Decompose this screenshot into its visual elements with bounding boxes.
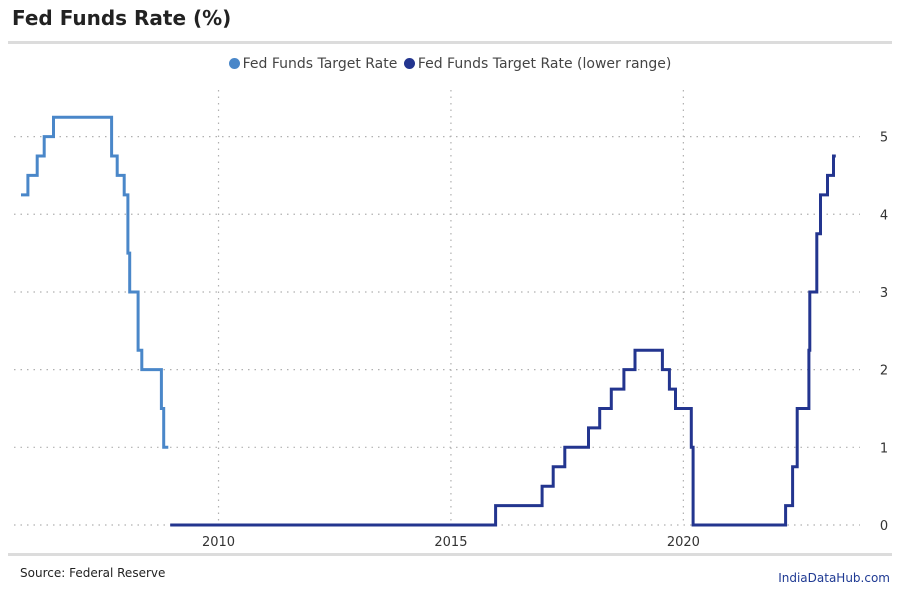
- y-tick-label: 0: [880, 519, 888, 534]
- legend: Fed Funds Target Rate Fed Funds Target R…: [0, 56, 900, 72]
- footer-divider: [8, 553, 892, 556]
- legend-swatch-target-rate: [228, 58, 240, 69]
- series-line-target-rate: [21, 115, 169, 449]
- x-tick-label: 2015: [434, 535, 467, 550]
- y-tick-label: 2: [880, 364, 888, 379]
- series-line-lower-range: [170, 154, 836, 527]
- x-tick-label: 2020: [667, 535, 700, 550]
- chart-title: Fed Funds Rate (%): [12, 6, 232, 30]
- y-tick-label: 3: [880, 286, 888, 301]
- source-note: Source: Federal Reserve: [20, 566, 166, 580]
- legend-item-lower-range[interactable]: Fed Funds Target Rate (lower range): [403, 56, 672, 72]
- brand-link[interactable]: IndiaDataHub.com: [778, 571, 890, 585]
- y-tick-label: 1: [880, 441, 888, 456]
- y-tick-label: 5: [880, 131, 888, 146]
- legend-item-target-rate[interactable]: Fed Funds Target Rate: [228, 56, 398, 72]
- title-divider: [8, 41, 892, 44]
- legend-swatch-lower-range: [403, 58, 415, 69]
- x-tick-label: 2010: [202, 535, 235, 550]
- y-tick-label: 4: [880, 208, 888, 223]
- legend-label-lower-range: Fed Funds Target Rate (lower range): [417, 56, 672, 72]
- legend-label-target-rate: Fed Funds Target Rate: [242, 56, 398, 72]
